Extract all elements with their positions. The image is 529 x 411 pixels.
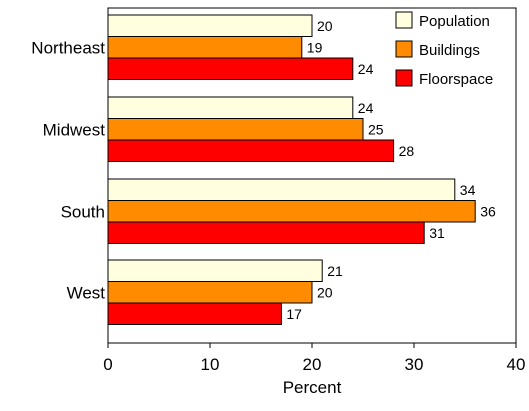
bar-midwest-floorspace [107, 139, 395, 162]
category-label-west: West [67, 283, 106, 302]
data-label-west-buildings: 20 [317, 284, 333, 300]
legend-label-floorspace: Floorspace [419, 71, 493, 88]
legend-label-buildings: Buildings [419, 42, 480, 59]
legend-label-population: Population [419, 13, 490, 30]
x-tick-label-10: 10 [201, 355, 220, 374]
x-axis-ticks: 0 10 20 30 40 [103, 343, 525, 374]
data-label-south-buildings: 36 [480, 203, 496, 219]
data-label-northeast-population: 20 [317, 18, 333, 34]
data-label-midwest-floorspace: 28 [399, 143, 415, 159]
x-tick-label-40: 40 [507, 355, 526, 374]
x-tick-label-0: 0 [103, 355, 112, 374]
bar-northeast-buildings [107, 36, 303, 59]
bar-midwest-population [107, 96, 354, 119]
legend-swatch-population [395, 11, 413, 29]
data-label-west-floorspace: 17 [286, 306, 302, 322]
legend-swatch-floorspace [395, 69, 413, 87]
data-label-south-floorspace: 31 [429, 225, 445, 241]
bar-west-floorspace [107, 302, 282, 325]
data-label-south-population: 34 [460, 182, 476, 198]
data-label-northeast-buildings: 19 [307, 39, 323, 55]
data-label-midwest-population: 24 [358, 100, 374, 116]
bars-layer [107, 14, 476, 325]
category-labels: Northeast Midwest South West [31, 38, 105, 302]
category-label-south: South [61, 202, 105, 221]
legend-swatch-buildings [395, 40, 413, 58]
bar-south-population [107, 178, 456, 201]
bar-midwest-buildings [107, 118, 364, 141]
category-label-midwest: Midwest [43, 120, 106, 139]
bar-south-floorspace [107, 221, 425, 244]
category-label-northeast: Northeast [31, 38, 105, 57]
x-tick-label-20: 20 [303, 355, 322, 374]
legend: Population Buildings Floorspace [395, 11, 493, 88]
bar-northeast-population [107, 14, 313, 37]
data-label-west-population: 21 [327, 263, 343, 279]
bar-south-buildings [107, 200, 476, 223]
data-label-midwest-buildings: 25 [368, 121, 384, 137]
bar-northeast-floorspace [107, 57, 354, 80]
x-tick-label-30: 30 [405, 355, 424, 374]
x-axis-title: Percent [283, 378, 342, 397]
bar-west-buildings [107, 281, 313, 304]
bar-west-population [107, 259, 323, 282]
data-label-northeast-floorspace: 24 [358, 61, 374, 77]
